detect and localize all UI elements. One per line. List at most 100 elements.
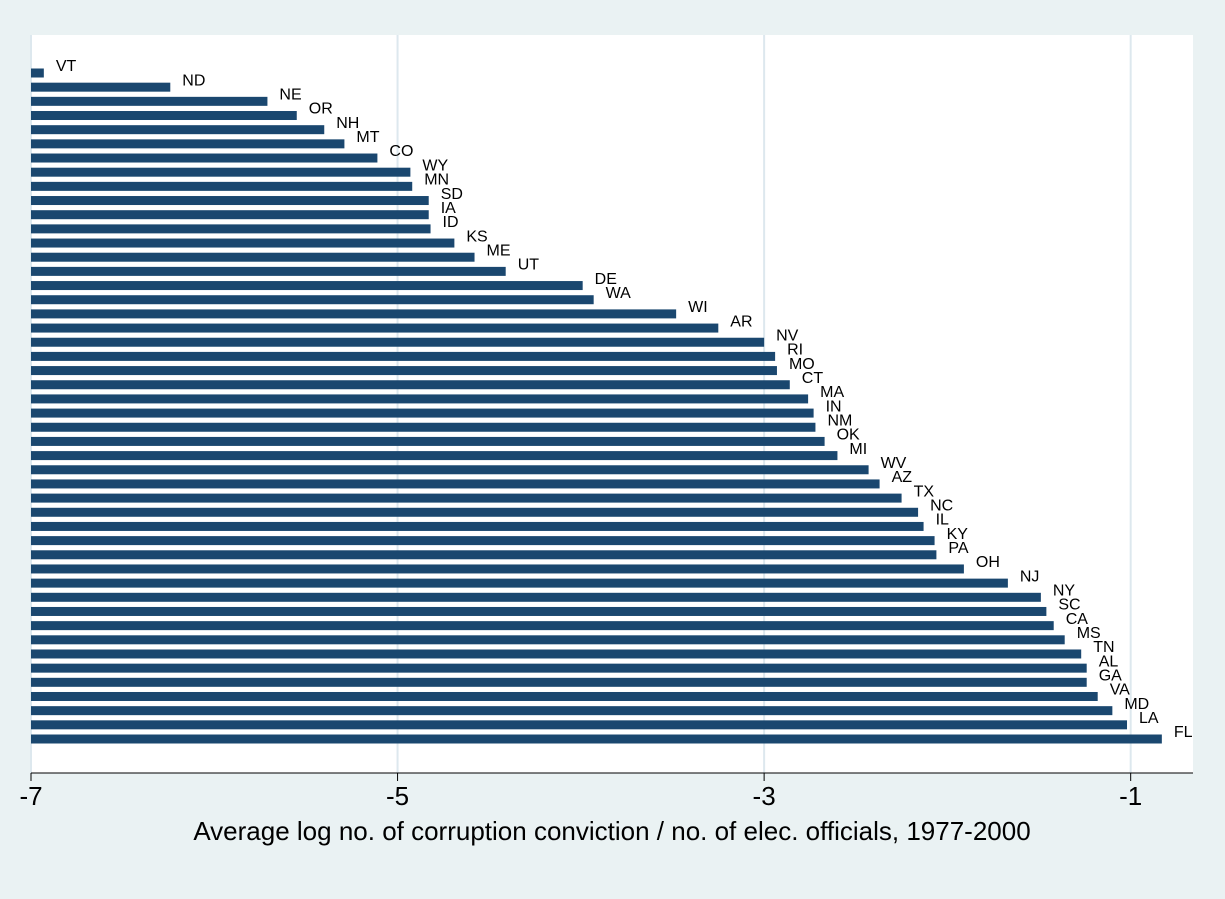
- x-axis-title: Average log no. of corruption conviction…: [193, 816, 1030, 846]
- bar-label: RI: [787, 342, 803, 359]
- bar-label: IL: [936, 512, 949, 529]
- bar: [31, 536, 935, 546]
- bar: [31, 663, 1087, 673]
- bar: [31, 578, 1008, 588]
- bar: [31, 550, 937, 560]
- bar: [31, 493, 902, 503]
- bar: [31, 592, 1041, 602]
- bar: [31, 507, 919, 517]
- bar: [31, 139, 345, 149]
- bar-label: NY: [1053, 583, 1076, 600]
- bar-label: UT: [518, 257, 540, 274]
- bar-label: AL: [1099, 653, 1119, 670]
- bar: [31, 337, 765, 347]
- bar: [31, 479, 880, 489]
- bar-label: ND: [182, 72, 205, 89]
- bar: [31, 309, 677, 319]
- bar: [31, 521, 924, 531]
- bar-label: TN: [1093, 639, 1114, 656]
- bar-label: MD: [1124, 696, 1149, 713]
- bar: [31, 635, 1065, 645]
- bar: [31, 351, 776, 361]
- bar-label: CT: [802, 370, 824, 387]
- bar-label: NV: [776, 327, 799, 344]
- bar: [31, 153, 378, 163]
- bar-label: ID: [443, 214, 459, 231]
- bar-label: NC: [930, 497, 953, 514]
- bar-label: NJ: [1020, 568, 1040, 585]
- bar: [31, 111, 297, 121]
- bar: [31, 252, 475, 262]
- bar-label: NE: [279, 87, 301, 104]
- bar-label: GA: [1099, 668, 1122, 685]
- bar: [31, 82, 171, 92]
- bar: [31, 734, 1162, 744]
- bar: [31, 720, 1128, 730]
- bar-label: KS: [466, 228, 487, 245]
- bar: [31, 691, 1098, 701]
- bar: [31, 408, 814, 418]
- bar-label: PA: [948, 540, 968, 557]
- bar: [31, 465, 869, 475]
- bar-label: LA: [1139, 710, 1159, 727]
- bar-label: AZ: [892, 469, 913, 486]
- bar-label: VT: [56, 58, 77, 75]
- bar: [31, 677, 1087, 687]
- bar-label: NM: [827, 412, 852, 429]
- bar: [31, 295, 594, 305]
- bar-label: WA: [606, 285, 632, 302]
- bar-label: NH: [336, 115, 359, 132]
- bar: [31, 167, 411, 177]
- bar-label: IN: [826, 398, 842, 415]
- bar-label: DE: [595, 271, 617, 288]
- bar-label: KY: [947, 526, 969, 543]
- bar: [31, 436, 825, 446]
- x-tick-label: -3: [753, 781, 776, 811]
- bar-label: FL: [1174, 724, 1193, 741]
- bar: [31, 196, 429, 206]
- bar: [31, 394, 809, 404]
- bar: [31, 621, 1054, 631]
- x-tick-label: -1: [1119, 781, 1142, 811]
- bar-label: OK: [837, 427, 860, 444]
- bar: [31, 323, 719, 333]
- bar-label: CO: [389, 143, 413, 160]
- bar: [31, 210, 429, 220]
- bar: [31, 68, 44, 78]
- bar: [31, 281, 583, 291]
- bar-label: WV: [881, 455, 907, 472]
- bar: [31, 96, 268, 106]
- bar: [31, 380, 790, 390]
- bar-label: MT: [356, 129, 379, 146]
- bar-label: MI: [849, 441, 867, 458]
- bar-label: ME: [487, 242, 511, 259]
- bar-label: TX: [914, 483, 935, 500]
- bar-label: MO: [789, 356, 815, 373]
- bar-label: OR: [309, 101, 333, 118]
- bar-label: SC: [1058, 597, 1080, 614]
- bar-label: MN: [424, 172, 449, 189]
- x-tick-label: -5: [386, 781, 409, 811]
- bar: [31, 125, 325, 135]
- bar: [31, 564, 964, 574]
- bar: [31, 238, 455, 248]
- bar-label: AR: [730, 313, 752, 330]
- bar-label: SD: [441, 186, 463, 203]
- bar-label: CA: [1066, 611, 1089, 628]
- bar-label: MA: [820, 384, 844, 401]
- bar: [31, 181, 413, 191]
- bar-label: MS: [1077, 625, 1101, 642]
- bar: [31, 706, 1113, 716]
- bar: [31, 422, 816, 432]
- bar: [31, 649, 1082, 659]
- bar-label: VA: [1110, 682, 1130, 699]
- bar: [31, 606, 1047, 616]
- bar: [31, 224, 431, 234]
- bar-label: WI: [688, 299, 708, 316]
- bar: [31, 451, 838, 461]
- bar-label: WY: [422, 157, 448, 174]
- bar: [31, 266, 506, 276]
- bar-label: OH: [976, 554, 1000, 571]
